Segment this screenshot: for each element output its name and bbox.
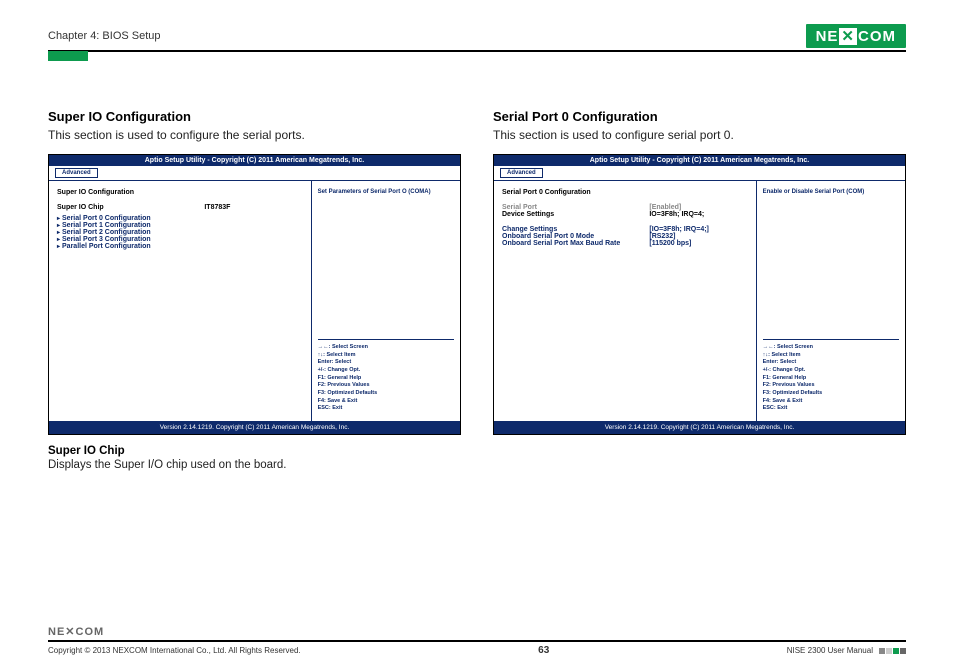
field-value[interactable]: [IO=3F8h; IRQ=4;] xyxy=(649,226,747,233)
nav-help: →←: Select Screen↑↓: Select ItemEnter: S… xyxy=(763,339,899,413)
bios-panel-right: Aptio Setup Utility - Copyright (C) 2011… xyxy=(493,154,906,435)
field-label: Serial Port xyxy=(502,204,649,211)
bios-tab[interactable]: Advanced xyxy=(55,168,98,178)
section-desc: This section is used to configure the se… xyxy=(48,128,461,142)
field-label[interactable]: Onboard Serial Port 0 Mode xyxy=(502,233,649,240)
menu-item[interactable]: Serial Port 1 Configuration xyxy=(57,222,303,229)
menu-item[interactable]: Parallel Port Configuration xyxy=(57,243,303,250)
chip-value: IT8783F xyxy=(204,204,302,211)
bios-header: Aptio Setup Utility - Copyright (C) 2011… xyxy=(494,155,905,166)
menu-item[interactable]: Serial Port 0 Configuration xyxy=(57,215,303,222)
section-desc: This section is used to configure serial… xyxy=(493,128,906,142)
sub-desc: Displays the Super I/O chip used on the … xyxy=(48,459,461,471)
field-value[interactable]: [Enabled] xyxy=(649,204,747,211)
page-number: 63 xyxy=(538,645,549,656)
field-value[interactable]: [115200 bps] xyxy=(649,240,747,247)
accent-bar xyxy=(48,51,88,61)
section-title: Serial Port 0 Configuration xyxy=(493,109,906,124)
bios-tab[interactable]: Advanced xyxy=(500,168,543,178)
field-label: Device Settings xyxy=(502,211,649,218)
menu-item[interactable]: Serial Port 3 Configuration xyxy=(57,236,303,243)
bios-footer: Version 2.14.1219. Copyright (C) 2011 Am… xyxy=(49,421,460,434)
right-column: Serial Port 0 Configuration This section… xyxy=(493,109,906,471)
manual-name: NISE 2300 User Manual xyxy=(787,646,873,655)
field-value: IO=3F8h; IRQ=4; xyxy=(649,211,747,218)
bios-header: Aptio Setup Utility - Copyright (C) 2011… xyxy=(49,155,460,166)
left-column: Super IO Configuration This section is u… xyxy=(48,109,461,471)
section-title: Super IO Configuration xyxy=(48,109,461,124)
chapter-title: Chapter 4: BIOS Setup xyxy=(48,30,161,42)
menu-item[interactable]: Serial Port 2 Configuration xyxy=(57,229,303,236)
footer-logo: NE✕COM xyxy=(48,625,906,638)
page-footer: NE✕COM Copyright © 2013 NEXCOM Internati… xyxy=(48,625,906,656)
chip-label: Super IO Chip xyxy=(57,204,204,211)
sub-title: Super IO Chip xyxy=(48,445,461,457)
config-section-title: Serial Port 0 Configuration xyxy=(502,189,748,196)
help-text: Set Parameters of Serial Port O (COMA) xyxy=(318,189,454,339)
nav-help: →←: Select Screen↑↓: Select ItemEnter: S… xyxy=(318,339,454,413)
decor-squares xyxy=(879,648,906,654)
bios-footer: Version 2.14.1219. Copyright (C) 2011 Am… xyxy=(494,421,905,434)
logo: NE✕COM xyxy=(806,24,906,48)
field-value[interactable]: [RS232] xyxy=(649,233,747,240)
help-text: Enable or Disable Serial Port (COM) xyxy=(763,189,899,339)
copyright: Copyright © 2013 NEXCOM International Co… xyxy=(48,646,301,655)
bios-panel-left: Aptio Setup Utility - Copyright (C) 2011… xyxy=(48,154,461,435)
field-label[interactable]: Change Settings xyxy=(502,226,649,233)
field-label[interactable]: Onboard Serial Port Max Baud Rate xyxy=(502,240,649,247)
config-section-title: Super IO Configuration xyxy=(57,189,303,196)
